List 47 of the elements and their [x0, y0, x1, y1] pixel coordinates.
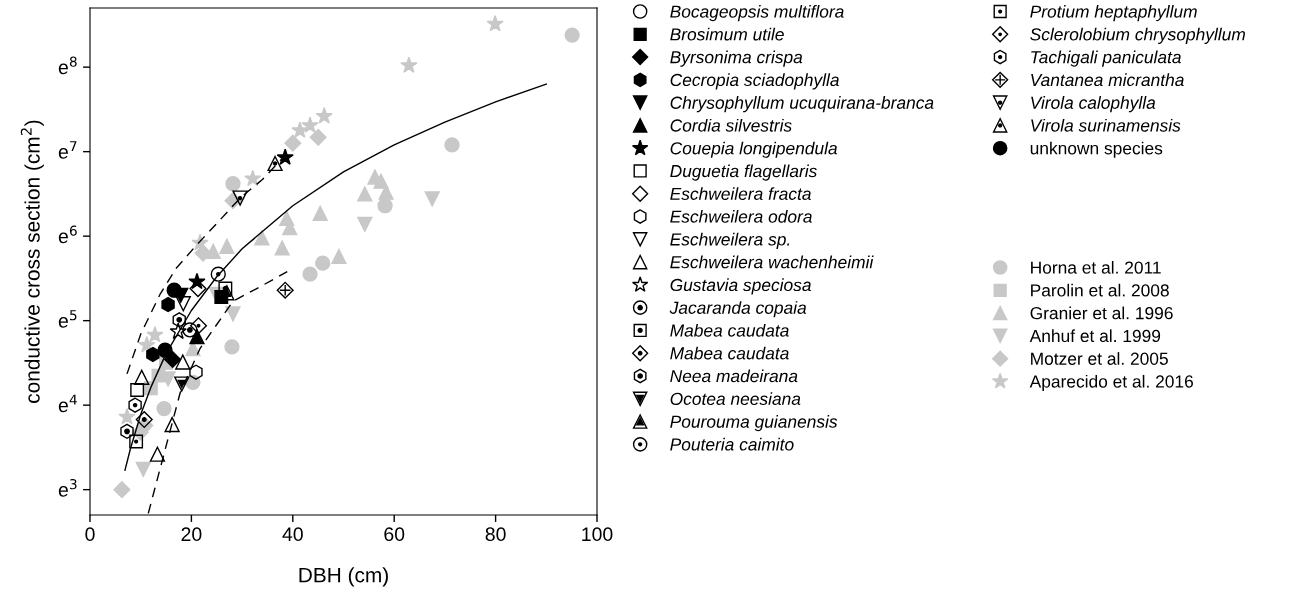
x-tick-label: 60: [384, 527, 405, 542]
legend-label: Neea madeirana: [670, 369, 798, 383]
legend-label: Gustavia speciosa: [670, 278, 811, 295]
legend-label: Mabea caudata: [670, 323, 789, 337]
x-tick-label: 20: [181, 527, 202, 542]
legend-label: Bocageopsis multiflora: [670, 5, 844, 22]
y-tick-label: e$^{6}$: [58, 225, 77, 244]
legend-label: Motzer et al. 2005: [1031, 352, 1168, 365]
legend-label: Mabea caudata: [670, 346, 789, 360]
legend-label: Eschweilera odora: [670, 210, 812, 223]
x-tick-label: 0: [85, 527, 95, 542]
x-tick-label: 100: [582, 527, 613, 542]
legend-label: Aparecido et al. 2016: [1029, 374, 1193, 392]
legend-label: Brosimum utile: [670, 27, 784, 41]
legend-label: Cordia silvestris: [670, 118, 792, 132]
y-tick-label: e$^{5}$: [58, 310, 77, 328]
y-tick-label: e$^{7}$: [58, 141, 77, 159]
x-tick-label: 40: [282, 527, 303, 542]
legend-label: Protium heptaphyllum: [1030, 5, 1197, 22]
legend-label: Pourouma guianensis: [670, 415, 838, 432]
legend-label: Byrsonima crispa: [670, 50, 803, 67]
legend-label: Cecropia sciadophylla: [670, 73, 839, 90]
legend-label: Virola surinamensis: [1031, 118, 1181, 132]
legend-label: Couepia longipendula: [670, 141, 838, 158]
legend-label: Ocotea neesiana: [670, 392, 801, 406]
legend-label: Chrysophyllum ucuquirana-branca: [670, 96, 934, 113]
legend-label: Jacaranda copaia: [669, 301, 807, 318]
y-axis-title: conductive cross section (cm$^{2}$): [20, 120, 44, 403]
y-tick-label: e$^{8}$: [58, 56, 77, 75]
legend-label: Granier et al. 1996: [1030, 306, 1173, 320]
legend-label: Tachigali paniculata: [1031, 50, 1181, 67]
legend-label: Vantanea micrantha: [1031, 73, 1184, 87]
x-axis-title: DBH (cm): [299, 567, 388, 587]
x-tick-label: 80: [485, 527, 506, 542]
legend-label: Pouteria caimito: [670, 437, 794, 451]
legend-label: Virola calophylla: [1031, 96, 1156, 113]
legend-label: Horna et al. 2011: [1031, 261, 1161, 274]
legend-label: Eschweilera sp.: [670, 232, 790, 249]
legend-label: Eschweilera wachenheimii: [670, 255, 874, 269]
legend-label: Duguetia flagellaris: [670, 164, 817, 181]
legend-label: Sclerolobium chrysophyllum: [1030, 27, 1245, 44]
y-tick-label: e$^{3}$: [58, 479, 77, 497]
legend-label: Parolin et al. 2008: [1031, 283, 1169, 297]
legend-label: unknown species: [1030, 141, 1163, 158]
legend-label: Eschweilera fracta: [670, 187, 811, 200]
legend-label: Anhuf et al. 1999: [1029, 329, 1161, 343]
y-tick-label: e$^{4}$: [58, 394, 77, 413]
